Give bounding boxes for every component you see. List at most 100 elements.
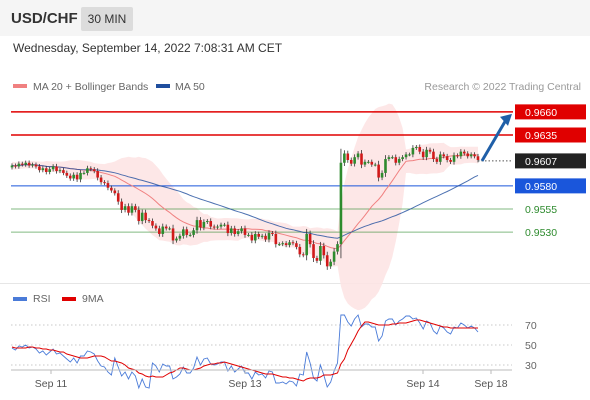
- candle-body: [219, 224, 223, 227]
- candle-body: [120, 201, 123, 210]
- ma9-legend-swatch: [62, 297, 76, 301]
- candle-body: [182, 229, 185, 236]
- candle-body: [308, 233, 312, 245]
- candle-body: [253, 233, 257, 241]
- candle-body: [233, 228, 237, 234]
- level-label: 0.9555: [525, 204, 557, 216]
- candle-body: [99, 177, 103, 183]
- candle-body: [161, 226, 165, 234]
- candle-body: [17, 163, 21, 167]
- candle-body: [192, 230, 195, 235]
- candle-body: [171, 228, 175, 241]
- candle-body: [175, 238, 178, 241]
- candle-body: [281, 243, 284, 245]
- level-label-box: [515, 178, 586, 194]
- candle-body: [459, 151, 463, 157]
- candle-body: [415, 147, 418, 149]
- candle-body: [75, 174, 79, 180]
- x-tick-label: Sep 11: [35, 378, 68, 390]
- candle-body: [336, 244, 339, 252]
- candle-body: [86, 168, 89, 173]
- candle-body: [267, 233, 271, 240]
- candle-body: [38, 166, 41, 171]
- level-labels: 0.9660 0.9635 0.9607 0.9580 0.9555 0.9530: [515, 104, 586, 239]
- rsi-ma9-line: [11, 319, 478, 382]
- candle-body: [24, 162, 28, 165]
- ma20-legend-swatch: [13, 84, 27, 88]
- timeframe-button[interactable]: 30 MIN: [81, 7, 133, 31]
- candle-body: [31, 164, 34, 166]
- candle-body: [432, 151, 435, 160]
- forecast-arrow: [480, 113, 512, 162]
- rsi-tick-label: 50: [525, 340, 537, 352]
- candle-body: [425, 149, 428, 158]
- level-label: 0.9660: [525, 107, 557, 119]
- candle-body: [397, 159, 401, 163]
- level-label-box: [515, 153, 586, 169]
- candle-body: [82, 172, 86, 174]
- rsi-tick-label: 30: [525, 360, 537, 372]
- arrow-head: [500, 113, 512, 126]
- candle-body: [92, 169, 96, 172]
- candle-body: [240, 228, 243, 232]
- candle-body: [257, 233, 261, 237]
- candle-body: [288, 242, 291, 246]
- candle-body: [65, 172, 69, 176]
- candle-body: [322, 246, 326, 256]
- candle-body: [476, 156, 480, 160]
- candle-body: [226, 224, 230, 234]
- x-tick-label: Sep 13: [228, 378, 261, 390]
- candle-body: [130, 206, 134, 213]
- level-label: 0.9635: [525, 130, 557, 142]
- candle-body: [55, 166, 58, 172]
- candle-body: [58, 170, 62, 172]
- candle-body: [10, 165, 14, 168]
- x-tick-label: Sep 14: [406, 378, 439, 390]
- level-label-box: [515, 127, 586, 143]
- candle-body: [185, 229, 189, 235]
- ma50-line: [11, 164, 479, 239]
- candle-body: [144, 212, 147, 221]
- candle-body: [325, 255, 329, 267]
- candle-body: [212, 226, 216, 228]
- candle-body: [356, 153, 360, 158]
- candle-body: [291, 242, 295, 244]
- level-label: 0.9607: [525, 156, 557, 168]
- candle-body: [384, 159, 387, 173]
- candle-body: [229, 228, 233, 234]
- candle-body: [164, 226, 168, 229]
- candle-body: [394, 157, 398, 163]
- ma50-legend-label: MA 50: [175, 81, 205, 93]
- rsi-tick-label: 70: [525, 320, 537, 332]
- arrow-shaft: [480, 119, 508, 162]
- candle-body: [473, 154, 476, 157]
- candle-body: [116, 193, 120, 202]
- candle-body: [408, 154, 411, 156]
- source-label: Research © 2022 Trading Central: [424, 81, 581, 93]
- candle-body: [277, 244, 281, 246]
- candle-body: [373, 164, 377, 166]
- candle-body: [428, 149, 432, 152]
- candle-body: [48, 169, 51, 172]
- candle-body: [442, 154, 446, 157]
- candle-body: [44, 168, 48, 172]
- candle-body: [195, 220, 199, 231]
- candle-body: [236, 231, 240, 234]
- candle-body: [343, 153, 346, 163]
- candle-body: [445, 156, 449, 160]
- candle-body: [123, 206, 127, 210]
- candle-body: [62, 170, 65, 173]
- symbol-title: USD/CHF: [11, 10, 78, 27]
- candle-body: [418, 147, 422, 152]
- candle-body: [264, 235, 267, 240]
- candle-body: [469, 154, 473, 157]
- candle-body: [247, 234, 250, 236]
- candle-body: [209, 221, 213, 227]
- candle-body: [360, 153, 363, 165]
- candle-body: [462, 151, 466, 154]
- candle-body: [380, 172, 384, 178]
- candle-body: [274, 233, 278, 245]
- ma20-legend-label: MA 20 + Bollinger Bands: [33, 81, 148, 93]
- candle-body: [387, 157, 391, 160]
